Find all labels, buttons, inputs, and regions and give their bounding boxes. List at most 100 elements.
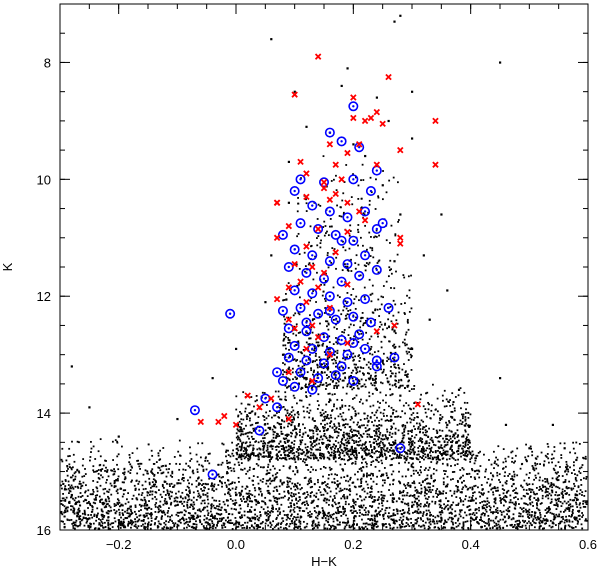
background-star-point [309,457,312,460]
background-star-point [138,493,140,496]
background-star-point [67,480,70,483]
background-star-point [464,520,467,523]
background-star-point [155,502,158,504]
background-star-point [233,470,236,473]
background-star-point [297,410,299,413]
background-star-point [497,523,500,526]
background-star-point [330,420,333,423]
background-star-point [346,497,349,500]
background-star-point [166,482,168,485]
background-star-point [300,388,303,390]
background-star-point [69,486,72,488]
background-star-point [526,503,529,506]
background-star-point [560,505,563,507]
background-star-point [333,449,336,452]
background-star-point [451,526,454,529]
background-star-point [302,493,305,495]
background-star-point [541,497,544,500]
background-star-point [579,472,582,475]
background-star-point [387,512,390,515]
background-star-point [451,403,454,406]
background-star-point [394,441,397,444]
background-star-point [193,523,196,526]
background-star-point [351,448,354,451]
background-star-point [349,453,352,456]
background-star-point [292,409,295,412]
background-star-point [415,518,418,521]
background-star-point [467,433,470,436]
background-star-point [428,403,430,406]
background-star-point [240,458,243,461]
background-star-point [376,520,379,523]
background-star-point [284,527,287,529]
background-star-point [322,509,324,512]
background-star-point [474,470,477,472]
background-star-point [153,474,156,477]
background-star-point [99,501,102,503]
background-star-point [265,512,268,514]
background-star-point [312,452,315,455]
background-star-point [347,408,350,411]
background-star-point [297,500,300,503]
background-star-point [581,464,584,466]
background-star-point [73,460,76,463]
background-star-point [100,469,103,472]
background-star-point [413,451,416,454]
background-star-point [319,468,322,470]
background-star-point [99,484,102,487]
background-star-point [275,488,278,491]
background-star-point [442,437,444,440]
background-star-point [530,491,532,494]
background-star-point [292,394,295,397]
background-star-point [416,491,418,494]
background-star-point [568,519,571,522]
background-star-point [449,448,452,451]
background-star-point [231,528,234,530]
background-star-point [567,468,569,471]
background-star-point [200,510,202,513]
background-star-point [348,458,350,461]
background-star-point [555,485,557,488]
background-star-point [454,522,457,524]
background-star-point [537,499,539,502]
background-star-point [295,516,297,519]
background-star-point [329,528,331,530]
background-star-point [420,466,422,468]
background-star-point [582,456,584,459]
background-star-point [64,485,67,487]
background-star-point [188,486,190,489]
background-star-point [333,495,336,497]
background-star-point [571,505,574,508]
background-star-point [326,527,329,530]
background-star-point [161,485,164,488]
background-star-point [241,468,244,471]
background-star-point [537,498,540,501]
background-star-point [183,527,186,530]
background-star-point [467,416,470,419]
background-star-point [341,495,344,498]
background-star-point [157,454,160,457]
background-star-point [280,521,283,524]
background-star-point [310,436,312,438]
background-star-point [198,519,201,522]
background-star-point [312,468,314,471]
background-star-point [72,479,75,482]
background-star-point [351,462,354,464]
background-star-point [473,462,476,465]
background-star-point [431,500,434,503]
background-star-point [364,427,367,429]
background-star-point [129,519,132,522]
background-star-point [312,456,315,459]
background-star-point [72,507,75,510]
background-star-point [265,449,268,452]
background-star-point [456,490,459,493]
background-star-point [263,466,265,469]
background-star-point [289,510,292,513]
background-star-point [547,494,550,497]
background-star-point [420,492,422,495]
background-star-point [462,434,465,437]
background-star-point [315,511,318,514]
background-star-point [445,426,448,429]
background-star-point [162,503,165,506]
background-star-point [403,511,406,514]
